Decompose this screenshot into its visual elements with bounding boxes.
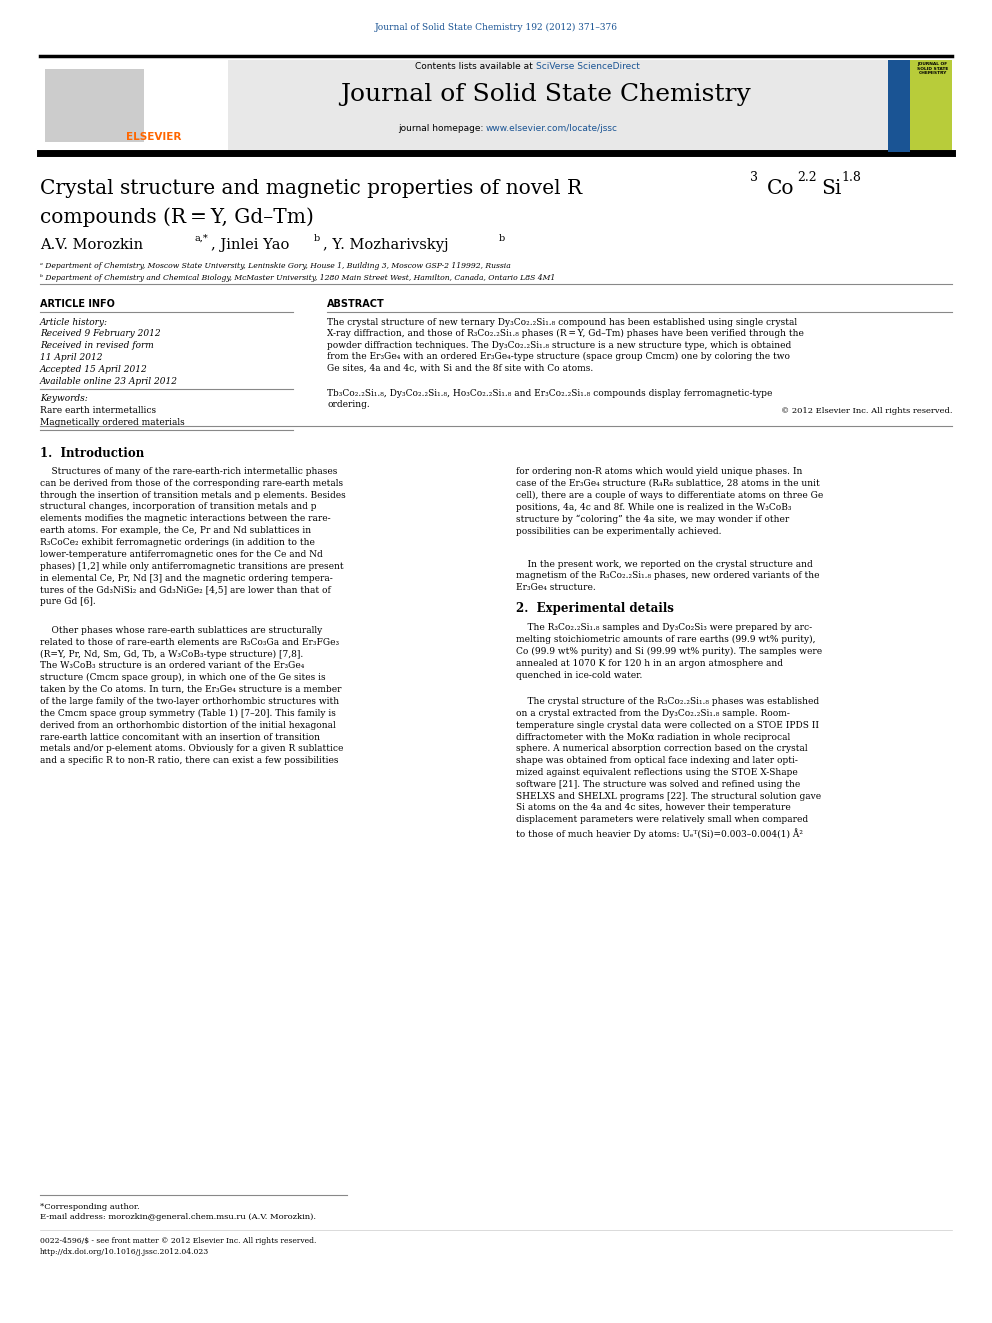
Text: JOURNAL OF
SOLID STATE
CHEMISTRY: JOURNAL OF SOLID STATE CHEMISTRY	[917, 62, 948, 75]
Bar	[40, 60, 228, 152]
Text: Received 9 February 2012: Received 9 February 2012	[40, 329, 161, 339]
Bar	[888, 60, 952, 152]
Text: b: b	[313, 234, 319, 243]
Text: 2.2: 2.2	[798, 171, 817, 184]
Text: 11 April 2012: 11 April 2012	[40, 353, 102, 363]
Text: Contents lists available at: Contents lists available at	[415, 62, 536, 71]
Text: Structures of many of the rare-earth-rich intermetallic phases
can be derived fr: Structures of many of the rare-earth-ric…	[40, 467, 345, 606]
Text: Journal of Solid State Chemistry: Journal of Solid State Chemistry	[340, 83, 751, 106]
Bar	[45, 69, 144, 142]
Text: Tb₃Co₂.₂Si₁.₈, Dy₃Co₂.₂Si₁.₈, Ho₃Co₂.₂Si₁.₈ and Er₃Co₂.₂Si₁.₈ compounds display : Tb₃Co₂.₂Si₁.₈, Dy₃Co₂.₂Si₁.₈, Ho₃Co₂.₂Si…	[327, 389, 773, 409]
Text: compounds (R = Y, Gd–Tm): compounds (R = Y, Gd–Tm)	[40, 208, 313, 228]
Text: 3: 3	[750, 171, 758, 184]
Text: Rare earth intermetallics: Rare earth intermetallics	[40, 406, 156, 415]
Text: SciVerse ScienceDirect: SciVerse ScienceDirect	[536, 62, 640, 71]
Text: In the present work, we reported on the crystal structure and
magnetism of the R: In the present work, we reported on the …	[516, 560, 819, 593]
Text: The R₃Co₂.₂Si₁.₈ samples and Dy₃Co₂Si₃ were prepared by arc-
melting stoichiomet: The R₃Co₂.₂Si₁.₈ samples and Dy₃Co₂Si₃ w…	[516, 623, 822, 680]
Text: , Jinlei Yao: , Jinlei Yao	[211, 238, 290, 253]
Text: Co: Co	[767, 179, 795, 197]
Text: , Y. Mozharivskyj: , Y. Mozharivskyj	[323, 238, 449, 253]
Text: Available online 23 April 2012: Available online 23 April 2012	[40, 377, 178, 386]
Text: Received in revised form: Received in revised form	[40, 341, 154, 351]
Text: 1.8: 1.8	[841, 171, 861, 184]
Text: ᵃ Department of Chemistry, Moscow State University, Leninskie Gory, House 1, Bui: ᵃ Department of Chemistry, Moscow State …	[40, 262, 511, 270]
Text: Magnetically ordered materials: Magnetically ordered materials	[40, 418, 185, 427]
Text: 1.  Introduction: 1. Introduction	[40, 447, 144, 460]
Bar	[40, 60, 952, 152]
Text: 0022-4596/$ - see front matter © 2012 Elsevier Inc. All rights reserved.: 0022-4596/$ - see front matter © 2012 El…	[40, 1237, 316, 1245]
Bar	[888, 60, 910, 152]
Text: A.V. Morozkin: A.V. Morozkin	[40, 238, 143, 253]
Text: ᵇ Department of Chemistry and Chemical Biology, McMaster University, 1280 Main S: ᵇ Department of Chemistry and Chemical B…	[40, 274, 555, 282]
Text: Other phases whose rare-earth sublattices are structurally
related to those of r: Other phases whose rare-earth sublattice…	[40, 626, 343, 765]
Text: ABSTRACT: ABSTRACT	[327, 299, 385, 310]
Text: ARTICLE INFO: ARTICLE INFO	[40, 299, 114, 310]
Text: 2.  Experimental details: 2. Experimental details	[516, 602, 674, 615]
Text: ELSEVIER: ELSEVIER	[126, 131, 182, 142]
Text: © 2012 Elsevier Inc. All rights reserved.: © 2012 Elsevier Inc. All rights reserved…	[781, 407, 952, 415]
Text: Keywords:: Keywords:	[40, 394, 87, 404]
Text: *Corresponding author.: *Corresponding author.	[40, 1203, 139, 1211]
Text: The crystal structure of the R₃Co₂.₂Si₁.₈ phases was established
on a crystal ex: The crystal structure of the R₃Co₂.₂Si₁.…	[516, 697, 821, 839]
Text: for ordering non-R atoms which would yield unique phases. In
case of the Er₃Ge₄ : for ordering non-R atoms which would yie…	[516, 467, 823, 536]
Text: The crystal structure of new ternary Dy₃Co₂.₂Si₁.₈ compound has been established: The crystal structure of new ternary Dy₃…	[327, 318, 805, 373]
Text: http://dx.doi.org/10.1016/j.jssc.2012.04.023: http://dx.doi.org/10.1016/j.jssc.2012.04…	[40, 1248, 209, 1256]
Text: Si: Si	[821, 179, 842, 197]
Text: Crystal structure and magnetic properties of novel R: Crystal structure and magnetic propertie…	[40, 179, 581, 197]
Text: E-mail address: morozkin@general.chem.msu.ru (A.V. Morozkin).: E-mail address: morozkin@general.chem.ms…	[40, 1213, 315, 1221]
Text: journal homepage:: journal homepage:	[398, 124, 486, 134]
Text: Accepted 15 April 2012: Accepted 15 April 2012	[40, 365, 148, 374]
Text: a,*: a,*	[194, 234, 208, 243]
Text: www.elsevier.com/locate/jssc: www.elsevier.com/locate/jssc	[486, 124, 618, 134]
Text: Journal of Solid State Chemistry 192 (2012) 371–376: Journal of Solid State Chemistry 192 (20…	[375, 22, 617, 32]
Text: b: b	[499, 234, 505, 243]
Text: Article history:: Article history:	[40, 318, 108, 327]
Text: J
S
S
C: J S S C	[896, 65, 902, 103]
